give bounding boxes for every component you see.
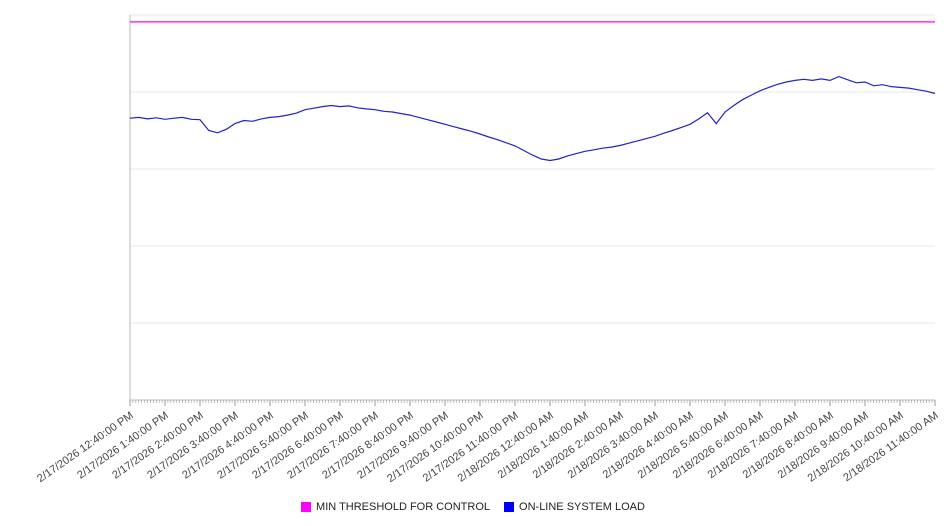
legend-label-min-threshold: MIN THRESHOLD FOR CONTROL xyxy=(316,501,491,513)
chart-canvas: 2/17/2026 12:40:00 PM2/17/2026 1:40:00 P… xyxy=(35,14,941,485)
chart-legend: MIN THRESHOLD FOR CONTROL ON-LINE SYSTEM… xyxy=(0,494,946,520)
legend-item-system-load[interactable]: ON-LINE SYSTEM LOAD xyxy=(504,501,645,513)
min-threshold-swatch xyxy=(301,502,312,512)
legend-label-system-load: ON-LINE SYSTEM LOAD xyxy=(519,501,645,513)
legend-item-min-threshold[interactable]: MIN THRESHOLD FOR CONTROL xyxy=(301,501,490,513)
system-load-swatch xyxy=(504,502,515,512)
